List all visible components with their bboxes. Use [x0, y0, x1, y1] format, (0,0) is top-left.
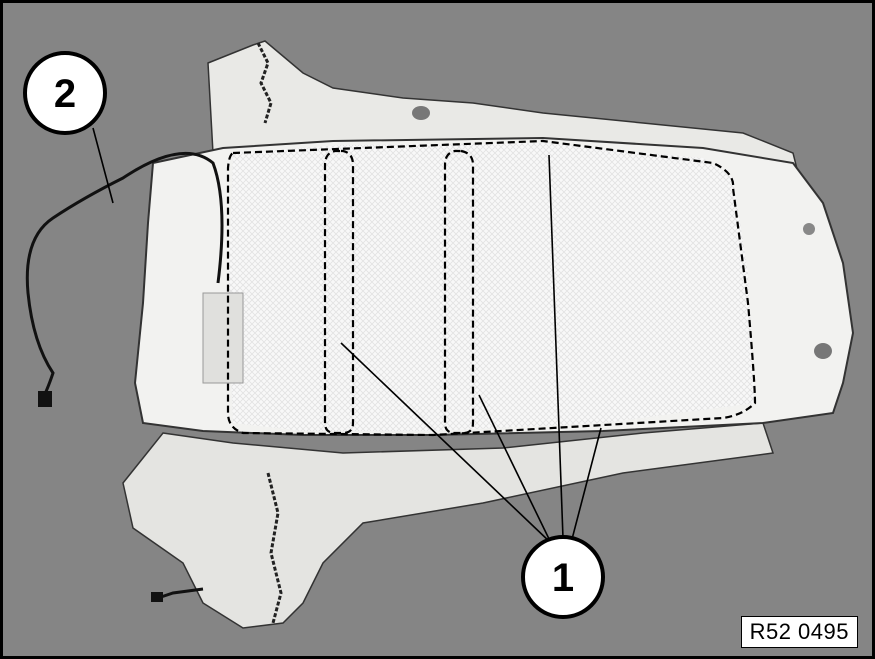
leader-line-1 — [548, 154, 564, 539]
cover-lower-flap — [122, 422, 774, 629]
leader-line-1 — [478, 394, 552, 544]
heating-pad — [228, 143, 755, 431]
cable-connector — [38, 391, 52, 407]
cable-connector — [151, 592, 163, 602]
figure-reference-id: R52 0495 — [740, 616, 858, 648]
mounting-hole — [803, 223, 815, 235]
svg-text:1: 1 — [552, 556, 574, 600]
outline-strip-left — [323, 149, 355, 435]
leader-line-2 — [92, 127, 114, 204]
callout-2: 2 — [23, 51, 107, 135]
mounting-hole — [814, 343, 832, 359]
outline-pad-perimeter — [226, 139, 757, 437]
mounting-hole — [412, 106, 430, 120]
cable-lower — [157, 587, 204, 600]
seam-lower — [266, 472, 283, 624]
outline-strip-right — [443, 149, 475, 435]
leader-line-1 — [570, 427, 602, 544]
seam-upper — [256, 42, 273, 124]
callout-1: 1 — [521, 535, 605, 619]
svg-text:2: 2 — [54, 72, 76, 116]
component-label — [202, 292, 244, 384]
seat-illustration: 2 1 — [23, 40, 855, 629]
leader-line-1 — [340, 342, 552, 544]
heating-cable — [25, 151, 224, 399]
